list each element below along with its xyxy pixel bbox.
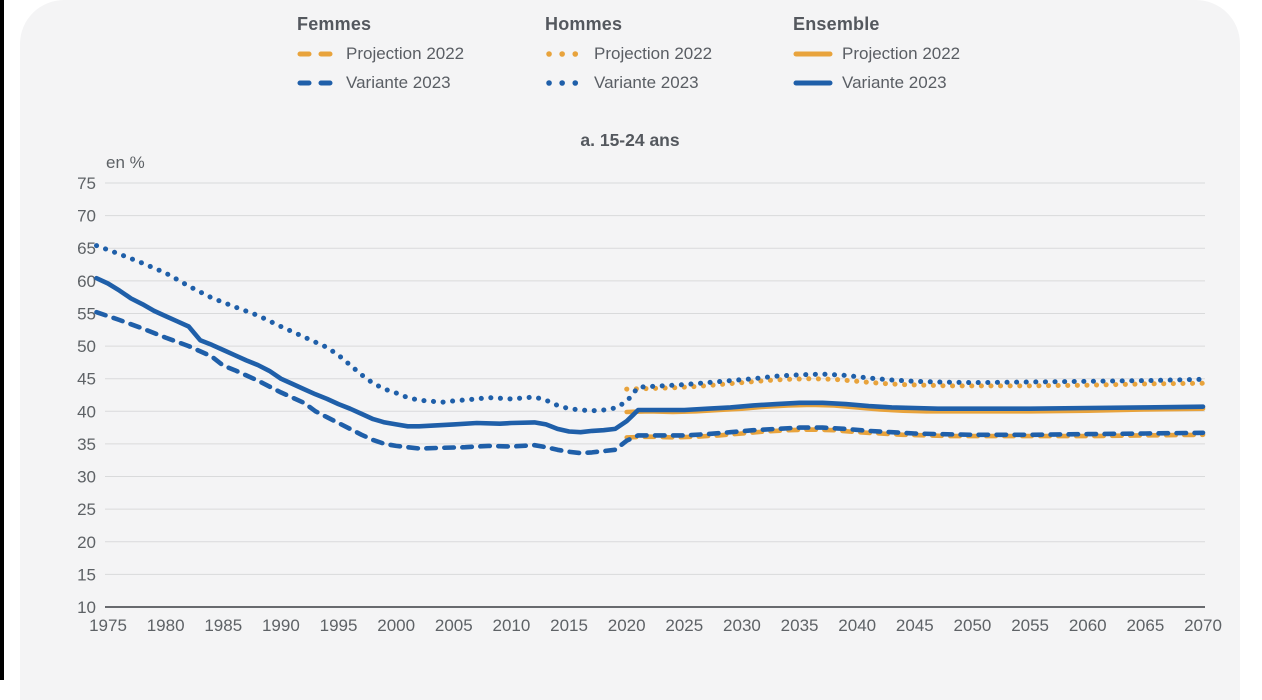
svg-text:2035: 2035 [781,616,819,635]
dotted-line-swatch-icon [546,80,585,86]
svg-text:1975: 1975 [89,616,127,635]
legend-item: Projection 2022 [793,44,963,64]
svg-text:1985: 1985 [204,616,242,635]
svg-text:75: 75 [77,174,96,193]
svg-text:25: 25 [77,500,96,519]
solid-line-swatch-icon [793,51,833,57]
svg-text:2045: 2045 [896,616,934,635]
legend-item: Variante 2023 [545,73,715,93]
solid-line-swatch-icon [793,80,833,86]
svg-text:20: 20 [77,533,96,552]
svg-text:2050: 2050 [954,616,992,635]
svg-text:1980: 1980 [147,616,185,635]
svg-text:2065: 2065 [1126,616,1164,635]
svg-text:2015: 2015 [550,616,588,635]
dotted-line-swatch-icon [546,51,585,57]
svg-text:2010: 2010 [493,616,531,635]
dashed-line-swatch-icon [297,51,337,57]
svg-text:50: 50 [77,337,96,356]
series-hommes-projection-2022 [624,376,1206,392]
svg-text:2000: 2000 [377,616,415,635]
legend-item-label: Variante 2023 [594,73,699,92]
svg-text:35: 35 [77,435,96,454]
legend-group-title: Femmes [297,14,372,34]
svg-text:40: 40 [77,402,96,421]
legend-item: Variante 2023 [297,73,467,93]
series-hommes-variante-2023 [94,243,1206,414]
legend-item-label: Projection 2022 [346,44,465,63]
legend-item: Variante 2023 [793,73,963,93]
legend-item: Projection 2022 [545,44,715,64]
legend-group-hommes: Hommes Projection 2022 Variante 2023 [545,14,715,93]
svg-text:2040: 2040 [838,616,876,635]
legend-item-label: Variante 2023 [346,73,451,92]
svg-text:65: 65 [77,239,96,258]
svg-text:1990: 1990 [262,616,300,635]
left-edge-bar [0,0,4,680]
series-ensemble-variante-2023 [94,275,1206,435]
chart-legend: Femmes Projection 2022 Variante 2023 Hom… [20,14,1240,93]
svg-text:30: 30 [77,468,96,487]
svg-text:2005: 2005 [435,616,473,635]
legend-group-title: Hommes [545,14,623,34]
chart-title: a. 15-24 ans [580,130,680,150]
svg-text:70: 70 [77,207,96,226]
svg-text:2020: 2020 [608,616,646,635]
svg-text:2030: 2030 [723,616,761,635]
legend-item: Projection 2022 [297,44,467,64]
series-femmes-variante-2023 [94,309,1206,456]
legend-item-label: Projection 2022 [594,44,713,63]
legend-group-femmes: Femmes Projection 2022 Variante 2023 [297,14,467,93]
legend-group-title: Ensemble [793,14,880,34]
svg-text:2055: 2055 [1011,616,1049,635]
svg-text:55: 55 [77,304,96,323]
svg-text:15: 15 [77,565,96,584]
legend-group-ensemble: Ensemble Projection 2022 Variante 2023 [793,14,963,93]
svg-text:en %: en % [106,153,145,172]
line-chart: 75 70 65 60 55 50 45 40 35 30 25 20 15 10 en % 1975 1980… [60,152,1225,652]
legend-item-label: Variante 2023 [842,73,947,92]
svg-text:2025: 2025 [665,616,703,635]
chart-card: Femmes Projection 2022 Variante 2023 Hom… [20,0,1240,700]
svg-text:10: 10 [77,598,96,617]
dashed-line-swatch-icon [297,80,337,86]
svg-text:45: 45 [77,370,96,389]
svg-text:2070: 2070 [1184,616,1222,635]
svg-text:1995: 1995 [320,616,358,635]
legend-item-label: Projection 2022 [842,44,961,63]
svg-text:2060: 2060 [1069,616,1107,635]
svg-text:60: 60 [77,272,96,291]
